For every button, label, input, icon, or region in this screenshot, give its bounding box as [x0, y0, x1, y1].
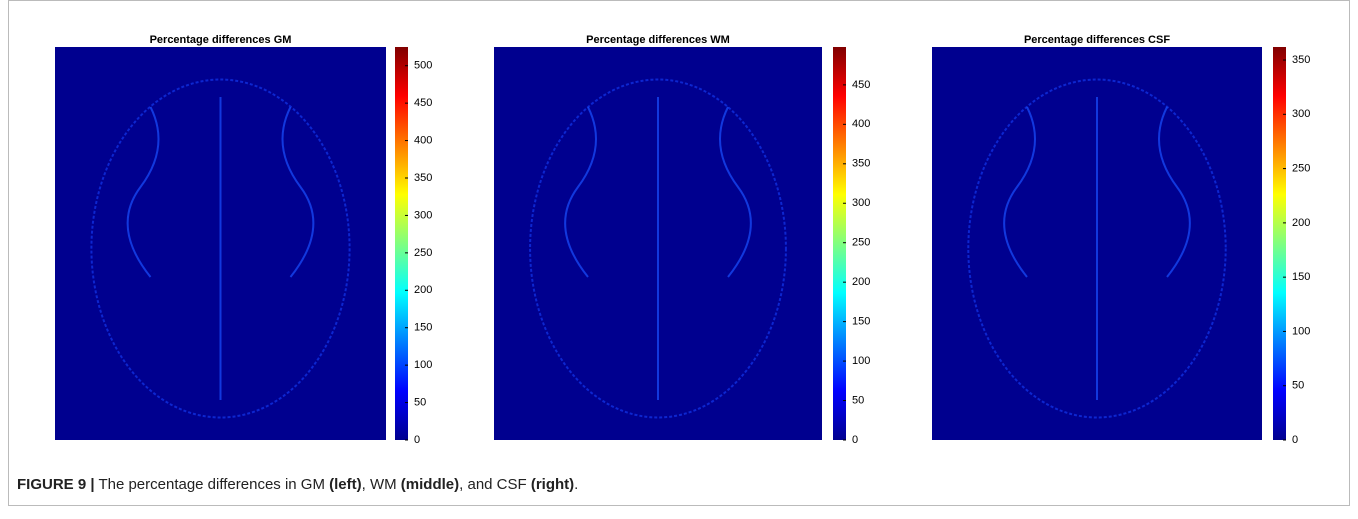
brain-outline [90, 78, 351, 419]
colorbar [833, 47, 846, 440]
colorbar-tick-label: 50 [1292, 380, 1304, 392]
panel-title: Percentage differences CSF [1024, 34, 1170, 46]
colorbar-tick-label: 100 [852, 355, 870, 367]
colorbar-tick-label: 0 [1292, 434, 1298, 446]
brain-outline [967, 78, 1227, 419]
caption-label: FIGURE 9 | [17, 476, 95, 493]
colorbar-tick-label: 250 [1292, 162, 1310, 174]
colorbar-tick-label: 300 [414, 209, 432, 221]
colorbar-tick-label: 300 [1292, 108, 1310, 120]
colorbar-tick-label: 450 [414, 97, 432, 109]
colorbar-tick-label: 200 [1292, 217, 1310, 229]
colorbar-tick-label: 350 [852, 158, 870, 170]
colorbar-tick-label: 350 [414, 172, 432, 184]
colorbar-tick-label: 400 [852, 118, 870, 130]
colorbar-tick-label: 200 [852, 276, 870, 288]
colorbar-tick-label: 100 [1292, 325, 1310, 337]
caption-text: (middle) [400, 476, 460, 493]
colorbar-tick-label: 50 [414, 396, 426, 408]
caption-text: (right) [530, 476, 575, 493]
colorbar-tick-label: 0 [852, 434, 858, 446]
caption-text: . [574, 476, 579, 493]
brain-fold [1003, 97, 1191, 400]
brain-fold [564, 97, 752, 400]
colorbar-tick-label: 250 [852, 237, 870, 249]
caption-text: , WM [361, 476, 401, 493]
caption: FIGURE 9 | The percentage differences in… [17, 476, 578, 493]
colorbar-tick-label: 50 [852, 394, 864, 406]
colorbar-tick-label: 250 [414, 247, 432, 259]
figure-border [8, 0, 1350, 506]
colorbar-tick-label: 150 [852, 316, 870, 328]
colorbar-tick-label: 400 [414, 134, 432, 146]
colorbar-tick-label: 0 [414, 434, 420, 446]
panel-title: Percentage differences GM [150, 34, 292, 46]
caption-text: The percentage differences in GM [94, 476, 330, 493]
caption-text: , and CSF [459, 476, 531, 493]
colorbar-tick-label: 200 [414, 284, 432, 296]
colorbar-tick-label: 500 [414, 60, 432, 72]
colorbar [395, 47, 408, 440]
colorbar-tick-label: 150 [1292, 271, 1310, 283]
panel-title: Percentage differences WM [586, 34, 730, 46]
brain-fold [126, 97, 315, 400]
colorbar-tick-label: 300 [852, 197, 870, 209]
caption-text: (left) [329, 476, 362, 493]
brain-outline [529, 78, 787, 419]
colorbar [1273, 47, 1286, 440]
colorbar-tick-label: 350 [1292, 54, 1310, 66]
colorbar-tick-label: 100 [414, 359, 432, 371]
colorbar-tick-label: 450 [852, 79, 870, 91]
colorbar-tick-label: 150 [414, 322, 432, 334]
